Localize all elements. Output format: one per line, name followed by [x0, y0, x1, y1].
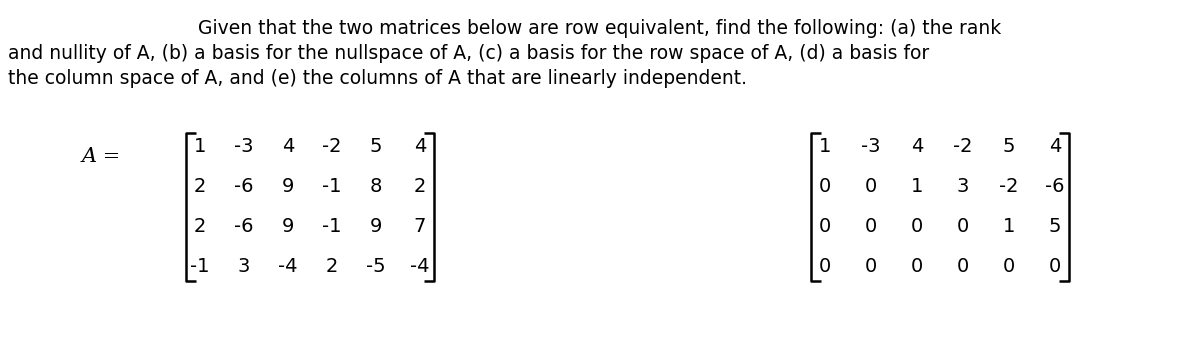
Text: 2: 2 [194, 217, 206, 237]
Text: 4: 4 [414, 138, 426, 156]
Text: -5: -5 [366, 258, 386, 276]
Text: the column space of A, and (e) the columns of A that are linearly independent.: the column space of A, and (e) the colum… [8, 69, 746, 88]
Text: and nullity of A, (b) a basis for the nullspace of A, (c) a basis for the row sp: and nullity of A, (b) a basis for the nu… [8, 44, 929, 63]
Text: 0: 0 [911, 258, 923, 276]
Text: 9: 9 [282, 178, 294, 196]
Text: 2: 2 [326, 258, 338, 276]
Text: 0: 0 [1003, 258, 1015, 276]
Text: -4: -4 [410, 258, 430, 276]
Text: 0: 0 [818, 217, 832, 237]
Text: 0: 0 [911, 217, 923, 237]
Text: 9: 9 [282, 217, 294, 237]
Text: -6: -6 [234, 217, 253, 237]
Text: -3: -3 [862, 138, 881, 156]
Text: 0: 0 [818, 178, 832, 196]
Text: -6: -6 [1045, 178, 1064, 196]
Text: 1: 1 [911, 178, 923, 196]
Text: 4: 4 [282, 138, 294, 156]
Text: 3: 3 [238, 258, 250, 276]
Text: 4: 4 [1049, 138, 1061, 156]
Text: 2: 2 [194, 178, 206, 196]
Text: 7: 7 [414, 217, 426, 237]
Text: -3: -3 [234, 138, 253, 156]
Text: 3: 3 [956, 178, 970, 196]
Text: -2: -2 [323, 138, 342, 156]
Text: 0: 0 [865, 258, 877, 276]
Text: -1: -1 [191, 258, 210, 276]
Text: 1: 1 [1003, 217, 1015, 237]
Text: 8: 8 [370, 178, 382, 196]
Text: 0: 0 [1049, 258, 1061, 276]
Text: 0: 0 [956, 217, 970, 237]
Text: -6: -6 [234, 178, 253, 196]
Text: -4: -4 [278, 258, 298, 276]
Text: Given that the two matrices below are row equivalent, find the following: (a) th: Given that the two matrices below are ro… [198, 19, 1002, 38]
Text: 0: 0 [865, 217, 877, 237]
Text: 0: 0 [956, 258, 970, 276]
Text: 1: 1 [194, 138, 206, 156]
Text: 5: 5 [1049, 217, 1061, 237]
Text: 0: 0 [865, 178, 877, 196]
Text: -2: -2 [1000, 178, 1019, 196]
Text: 4: 4 [911, 138, 923, 156]
Text: -2: -2 [953, 138, 973, 156]
Text: 0: 0 [818, 258, 832, 276]
Text: -1: -1 [323, 217, 342, 237]
Text: 5: 5 [1003, 138, 1015, 156]
Text: 2: 2 [414, 178, 426, 196]
Text: 5: 5 [370, 138, 383, 156]
Text: 1: 1 [818, 138, 832, 156]
Text: -1: -1 [323, 178, 342, 196]
Text: 9: 9 [370, 217, 382, 237]
Text: A =: A = [82, 148, 121, 166]
